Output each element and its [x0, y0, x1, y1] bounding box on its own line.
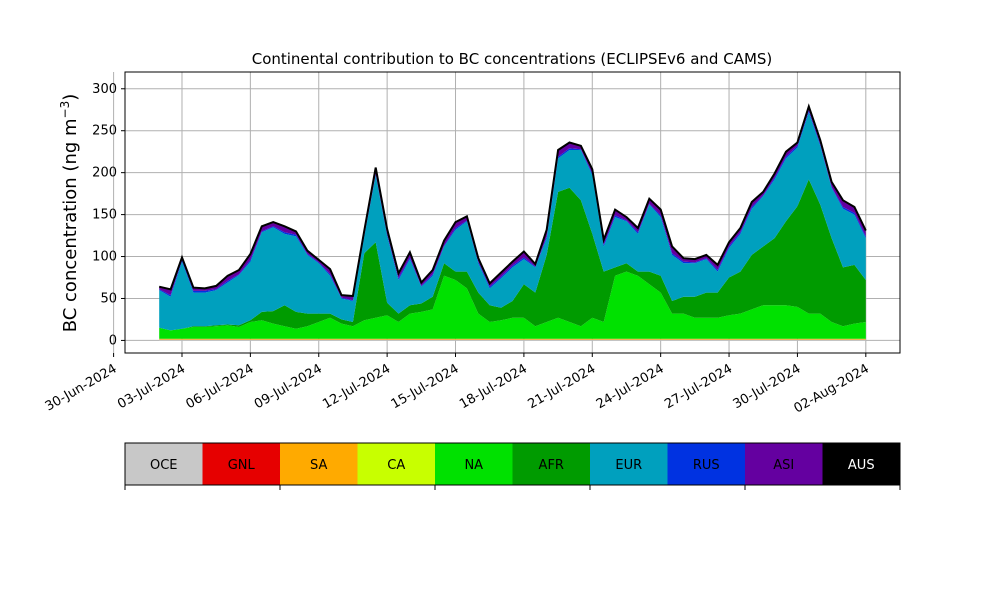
legend-swatch-gnl — [202, 443, 281, 485]
plot-frame — [124, 71, 901, 354]
area-oce — [159, 339, 866, 341]
legend-swatch-rus — [667, 443, 746, 485]
legend-swatch-eur — [590, 443, 668, 485]
stacked-areas — [159, 106, 866, 341]
y-tick-label: 250 — [92, 124, 117, 139]
legend-swatch-asi — [745, 443, 823, 485]
legend-swatch-na — [435, 443, 513, 485]
legend-swatch-ca — [357, 443, 436, 485]
area-eur — [159, 112, 866, 331]
legend-label-gnl: GNL — [228, 458, 256, 473]
area-na — [159, 271, 866, 339]
legend-label-aus: AUS — [848, 458, 875, 473]
legend-swatch-aus — [822, 443, 901, 485]
legend-swatch-sa — [280, 443, 358, 485]
legend-label-asi: ASI — [773, 458, 794, 473]
legend-label-na: NA — [464, 458, 483, 473]
chart-title: Continental contribution to BC concentra… — [252, 50, 773, 68]
y-axis-ticks: 0 50 100 150 200 250 300 — [92, 82, 125, 348]
legend-swatch-afr — [512, 443, 591, 485]
legend-frame — [124, 442, 901, 486]
legend-label-oce: OCE — [150, 458, 178, 473]
y-tick-label: 150 — [92, 208, 117, 223]
y-tick-label: 0 — [109, 333, 117, 348]
y-axis-label: BC concentration (ng m−3) — [58, 94, 81, 333]
legend-label-rus: RUS — [693, 458, 720, 473]
legend-colorbar: OCE GNL SA CA NA AFR EUR RUS ASI AUS — [124, 442, 901, 490]
legend-label-eur: EUR — [615, 458, 642, 473]
legend-label-sa: SA — [310, 458, 327, 473]
y-axis-label-exponent: −3 — [58, 101, 72, 119]
legend-swatch-oce — [125, 443, 203, 485]
total-line — [158, 103, 867, 298]
y-tick-label: 200 — [92, 166, 117, 181]
y-tick-label: 50 — [100, 291, 117, 306]
legend-label-afr: AFR — [539, 458, 564, 473]
y-axis-label-close: ) — [60, 94, 81, 101]
y-tick-label: 100 — [92, 250, 117, 265]
y-tick-label: 300 — [92, 82, 117, 97]
area-sa — [159, 338, 866, 340]
legend-label-ca: CA — [387, 458, 405, 473]
y-axis-label-text: BC concentration (ng m — [60, 118, 81, 332]
